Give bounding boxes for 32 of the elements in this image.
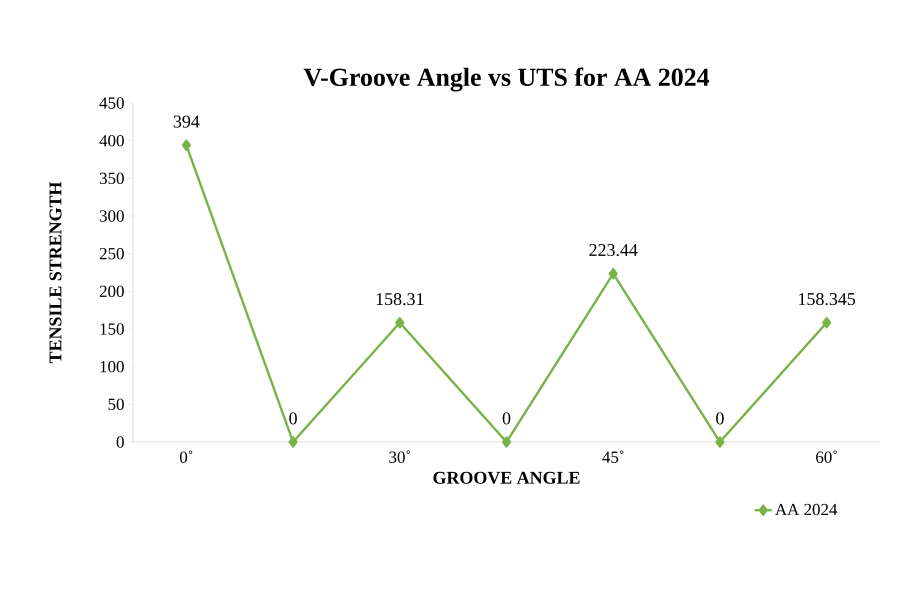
point	[288, 436, 298, 448]
point	[395, 317, 404, 328]
point	[608, 268, 618, 280]
chart-title: V-Groove Angle vs UTS for AA 2024	[304, 68, 710, 92]
point	[822, 317, 832, 328]
data-label: 0	[502, 412, 510, 424]
data-label: 0	[716, 412, 724, 424]
data-label: 223.44	[589, 244, 638, 256]
y-tick-label: 0	[116, 436, 124, 448]
data-label: 0	[289, 412, 297, 424]
y-tick-label: 300	[100, 210, 124, 222]
y-tick-label: 50	[108, 398, 124, 410]
x-tick-label: 45˚	[602, 450, 624, 463]
y-tick-label: 350	[100, 172, 124, 184]
x-tick-label: 30˚	[389, 450, 410, 463]
point	[715, 436, 725, 448]
y-axis-title: TENSILE STRENGTH	[49, 182, 62, 364]
point	[502, 436, 512, 448]
y-tick-label: 400	[99, 134, 124, 146]
x-tick-label: 0˚	[180, 450, 192, 463]
point	[182, 139, 191, 151]
x-axis-title: GROOVE ANGLE	[433, 472, 580, 484]
data-label: 158.31	[376, 293, 424, 306]
y-tick-label: 200	[100, 286, 124, 298]
y-tick-label: 250	[100, 248, 124, 260]
data-label: 394	[174, 116, 200, 128]
y-tick-label: 150	[100, 323, 124, 335]
legend-label: AA 2024	[775, 504, 838, 516]
y-tick-label: 100	[100, 360, 124, 372]
y-tick-label: 450	[99, 97, 124, 109]
x-tick-label: 60˚	[816, 450, 837, 463]
data-label: 158.345	[799, 293, 856, 306]
